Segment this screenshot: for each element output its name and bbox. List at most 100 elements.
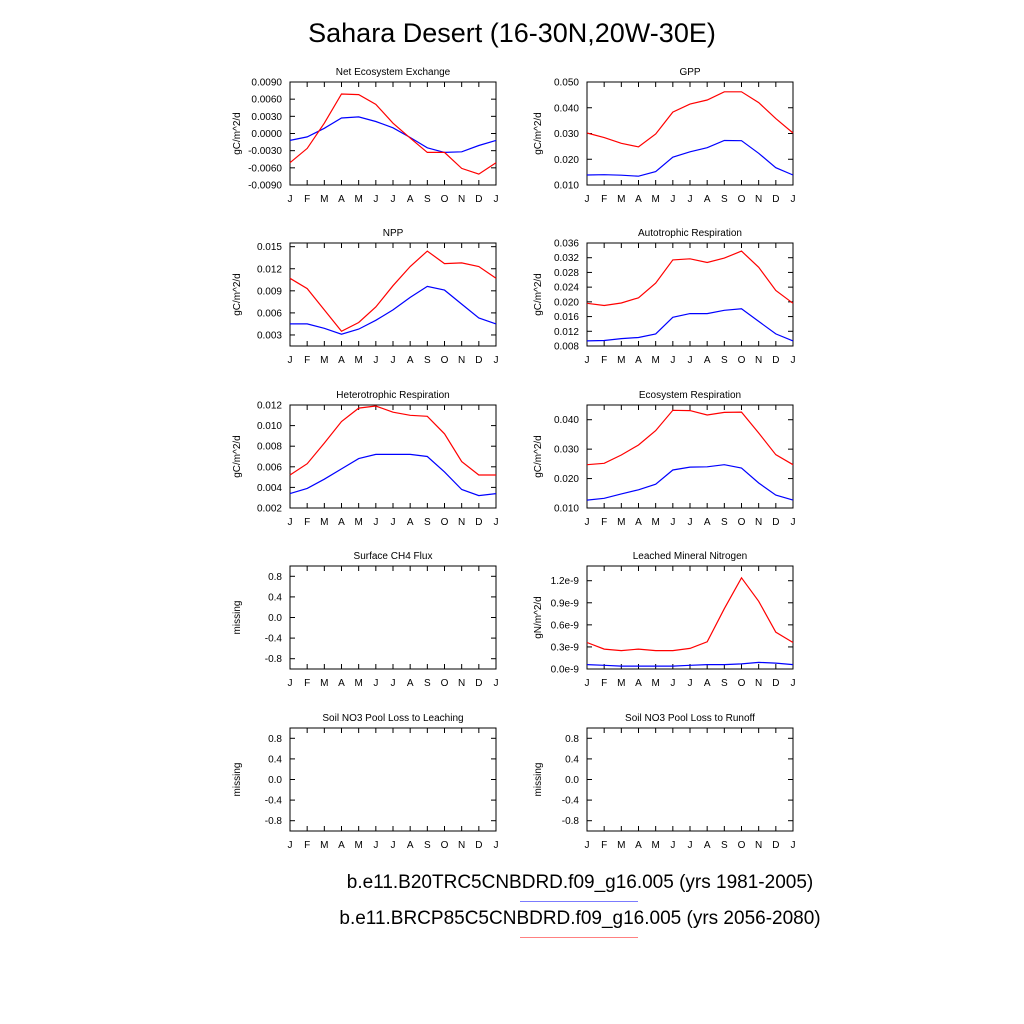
x-tick-label: M xyxy=(320,194,328,205)
y-tick-label: 0.020 xyxy=(554,297,579,308)
x-tick-label: F xyxy=(304,517,310,528)
x-tick-label: D xyxy=(475,678,482,689)
panel-title: Soil NO3 Pool Loss to Runoff xyxy=(625,713,755,724)
x-tick-label: S xyxy=(721,840,728,851)
x-tick-label: M xyxy=(354,355,362,366)
panel-title: Leached Mineral Nitrogen xyxy=(633,551,748,562)
x-tick-label: J xyxy=(391,355,396,366)
y-axis-label: gC/m^2/d xyxy=(533,435,544,478)
x-tick-label: J xyxy=(791,678,796,689)
x-tick-label: O xyxy=(441,194,449,205)
x-tick-label: M xyxy=(651,678,659,689)
series-line-run2 xyxy=(586,250,794,307)
x-tick-label: D xyxy=(475,517,482,528)
x-tick-label: J xyxy=(791,840,796,851)
x-tick-label: N xyxy=(755,194,762,205)
x-tick-label: A xyxy=(407,194,414,205)
y-tick-label: 0.8 xyxy=(565,734,579,745)
x-tick-label: M xyxy=(354,840,362,851)
panel-title: Soil NO3 Pool Loss to Leaching xyxy=(322,713,463,724)
x-tick-label: S xyxy=(424,194,431,205)
x-tick-label: O xyxy=(738,517,746,528)
series-line-run1 xyxy=(586,661,794,667)
x-tick-label: M xyxy=(320,517,328,528)
x-tick-label: J xyxy=(688,194,693,205)
x-tick-label: J xyxy=(288,840,293,851)
x-tick-label: J xyxy=(288,194,293,205)
x-tick-label: O xyxy=(738,355,746,366)
x-tick-label: J xyxy=(494,355,499,366)
y-tick-label: 0.0030 xyxy=(251,112,282,123)
x-tick-label: F xyxy=(601,194,607,205)
x-tick-label: A xyxy=(338,517,345,528)
x-tick-label: N xyxy=(458,840,465,851)
x-tick-label: M xyxy=(617,840,625,851)
x-tick-label: O xyxy=(441,678,449,689)
x-tick-label: N xyxy=(755,840,762,851)
x-tick-label: J xyxy=(391,194,396,205)
x-tick-label: A xyxy=(338,194,345,205)
x-tick-label: A xyxy=(407,355,414,366)
x-tick-label: O xyxy=(738,194,746,205)
y-tick-label: 0.008 xyxy=(257,442,282,453)
x-tick-label: O xyxy=(738,678,746,689)
x-tick-label: M xyxy=(354,678,362,689)
series-line-run1 xyxy=(586,139,794,177)
x-tick-label: M xyxy=(617,355,625,366)
x-tick-label: J xyxy=(585,678,590,689)
y-axis-label: gC/m^2/d xyxy=(533,273,544,316)
y-tick-label: -0.0060 xyxy=(248,163,282,174)
panel-title: Autotrophic Respiration xyxy=(638,228,742,239)
y-tick-label: 0.4 xyxy=(268,754,282,765)
x-tick-label: S xyxy=(721,194,728,205)
y-tick-label: 0.4 xyxy=(565,754,579,765)
x-tick-label: A xyxy=(407,678,414,689)
series-line-run1 xyxy=(290,285,497,335)
x-tick-label: J xyxy=(494,678,499,689)
x-tick-label: J xyxy=(288,355,293,366)
x-tick-label: J xyxy=(585,194,590,205)
x-tick-label: J xyxy=(670,194,675,205)
x-tick-label: O xyxy=(738,840,746,851)
x-tick-label: J xyxy=(391,840,396,851)
x-tick-label: N xyxy=(458,678,465,689)
y-tick-label: 0.020 xyxy=(554,155,579,166)
panel-title: Heterotrophic Respiration xyxy=(336,390,449,401)
series-line-run2 xyxy=(586,91,794,148)
x-tick-label: D xyxy=(772,678,779,689)
x-tick-label: J xyxy=(670,840,675,851)
y-tick-label: -0.4 xyxy=(265,796,283,807)
y-tick-label: 0.0 xyxy=(565,775,579,786)
y-tick-label: 0.006 xyxy=(257,308,282,319)
x-tick-label: A xyxy=(704,194,711,205)
x-tick-label: A xyxy=(338,355,345,366)
y-tick-label: -0.8 xyxy=(265,654,283,665)
x-tick-label: J xyxy=(373,355,378,366)
y-tick-label: 0.024 xyxy=(554,283,579,294)
x-tick-label: J xyxy=(373,517,378,528)
y-tick-label: 0.009 xyxy=(257,286,282,297)
x-tick-label: M xyxy=(320,840,328,851)
y-axis-label: gC/m^2/d xyxy=(232,435,243,478)
x-tick-label: J xyxy=(688,678,693,689)
plot-frame xyxy=(289,404,497,509)
legend-label-run1: b.e11.B20TRC5CNBDRD.f09_g16.005 (yrs 198… xyxy=(346,872,814,893)
y-tick-label: 0.0e-9 xyxy=(551,665,580,676)
y-tick-label: 0.010 xyxy=(554,504,579,515)
y-tick-label: 0.012 xyxy=(257,401,282,412)
x-tick-label: S xyxy=(721,517,728,528)
x-tick-label: S xyxy=(721,678,728,689)
y-tick-label: 0.032 xyxy=(554,253,579,264)
y-tick-label: 0.040 xyxy=(554,103,579,114)
x-tick-label: D xyxy=(772,194,779,205)
series-line-run2 xyxy=(289,405,496,476)
x-tick-label: A xyxy=(407,517,414,528)
x-tick-label: A xyxy=(704,840,711,851)
y-tick-label: 0.050 xyxy=(554,78,579,89)
x-tick-label: M xyxy=(320,678,328,689)
